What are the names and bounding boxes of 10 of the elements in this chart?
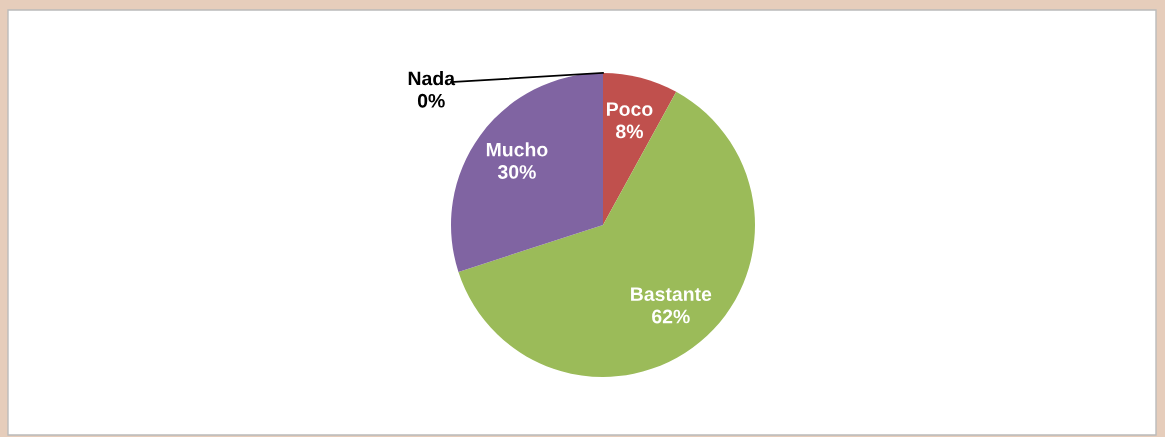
slice-label: Bastante [631,287,712,302]
data-label: 8% [616,124,643,139]
slice-label: Poco [606,102,653,116]
category-label: Nada [408,71,456,86]
data-label: 62% [652,309,690,324]
data-label: 30% [497,165,536,179]
pie-slice [603,73,677,225]
pie-slice [458,91,755,377]
text: 0% [417,93,445,108]
slice-label: Mucho [486,142,548,157]
